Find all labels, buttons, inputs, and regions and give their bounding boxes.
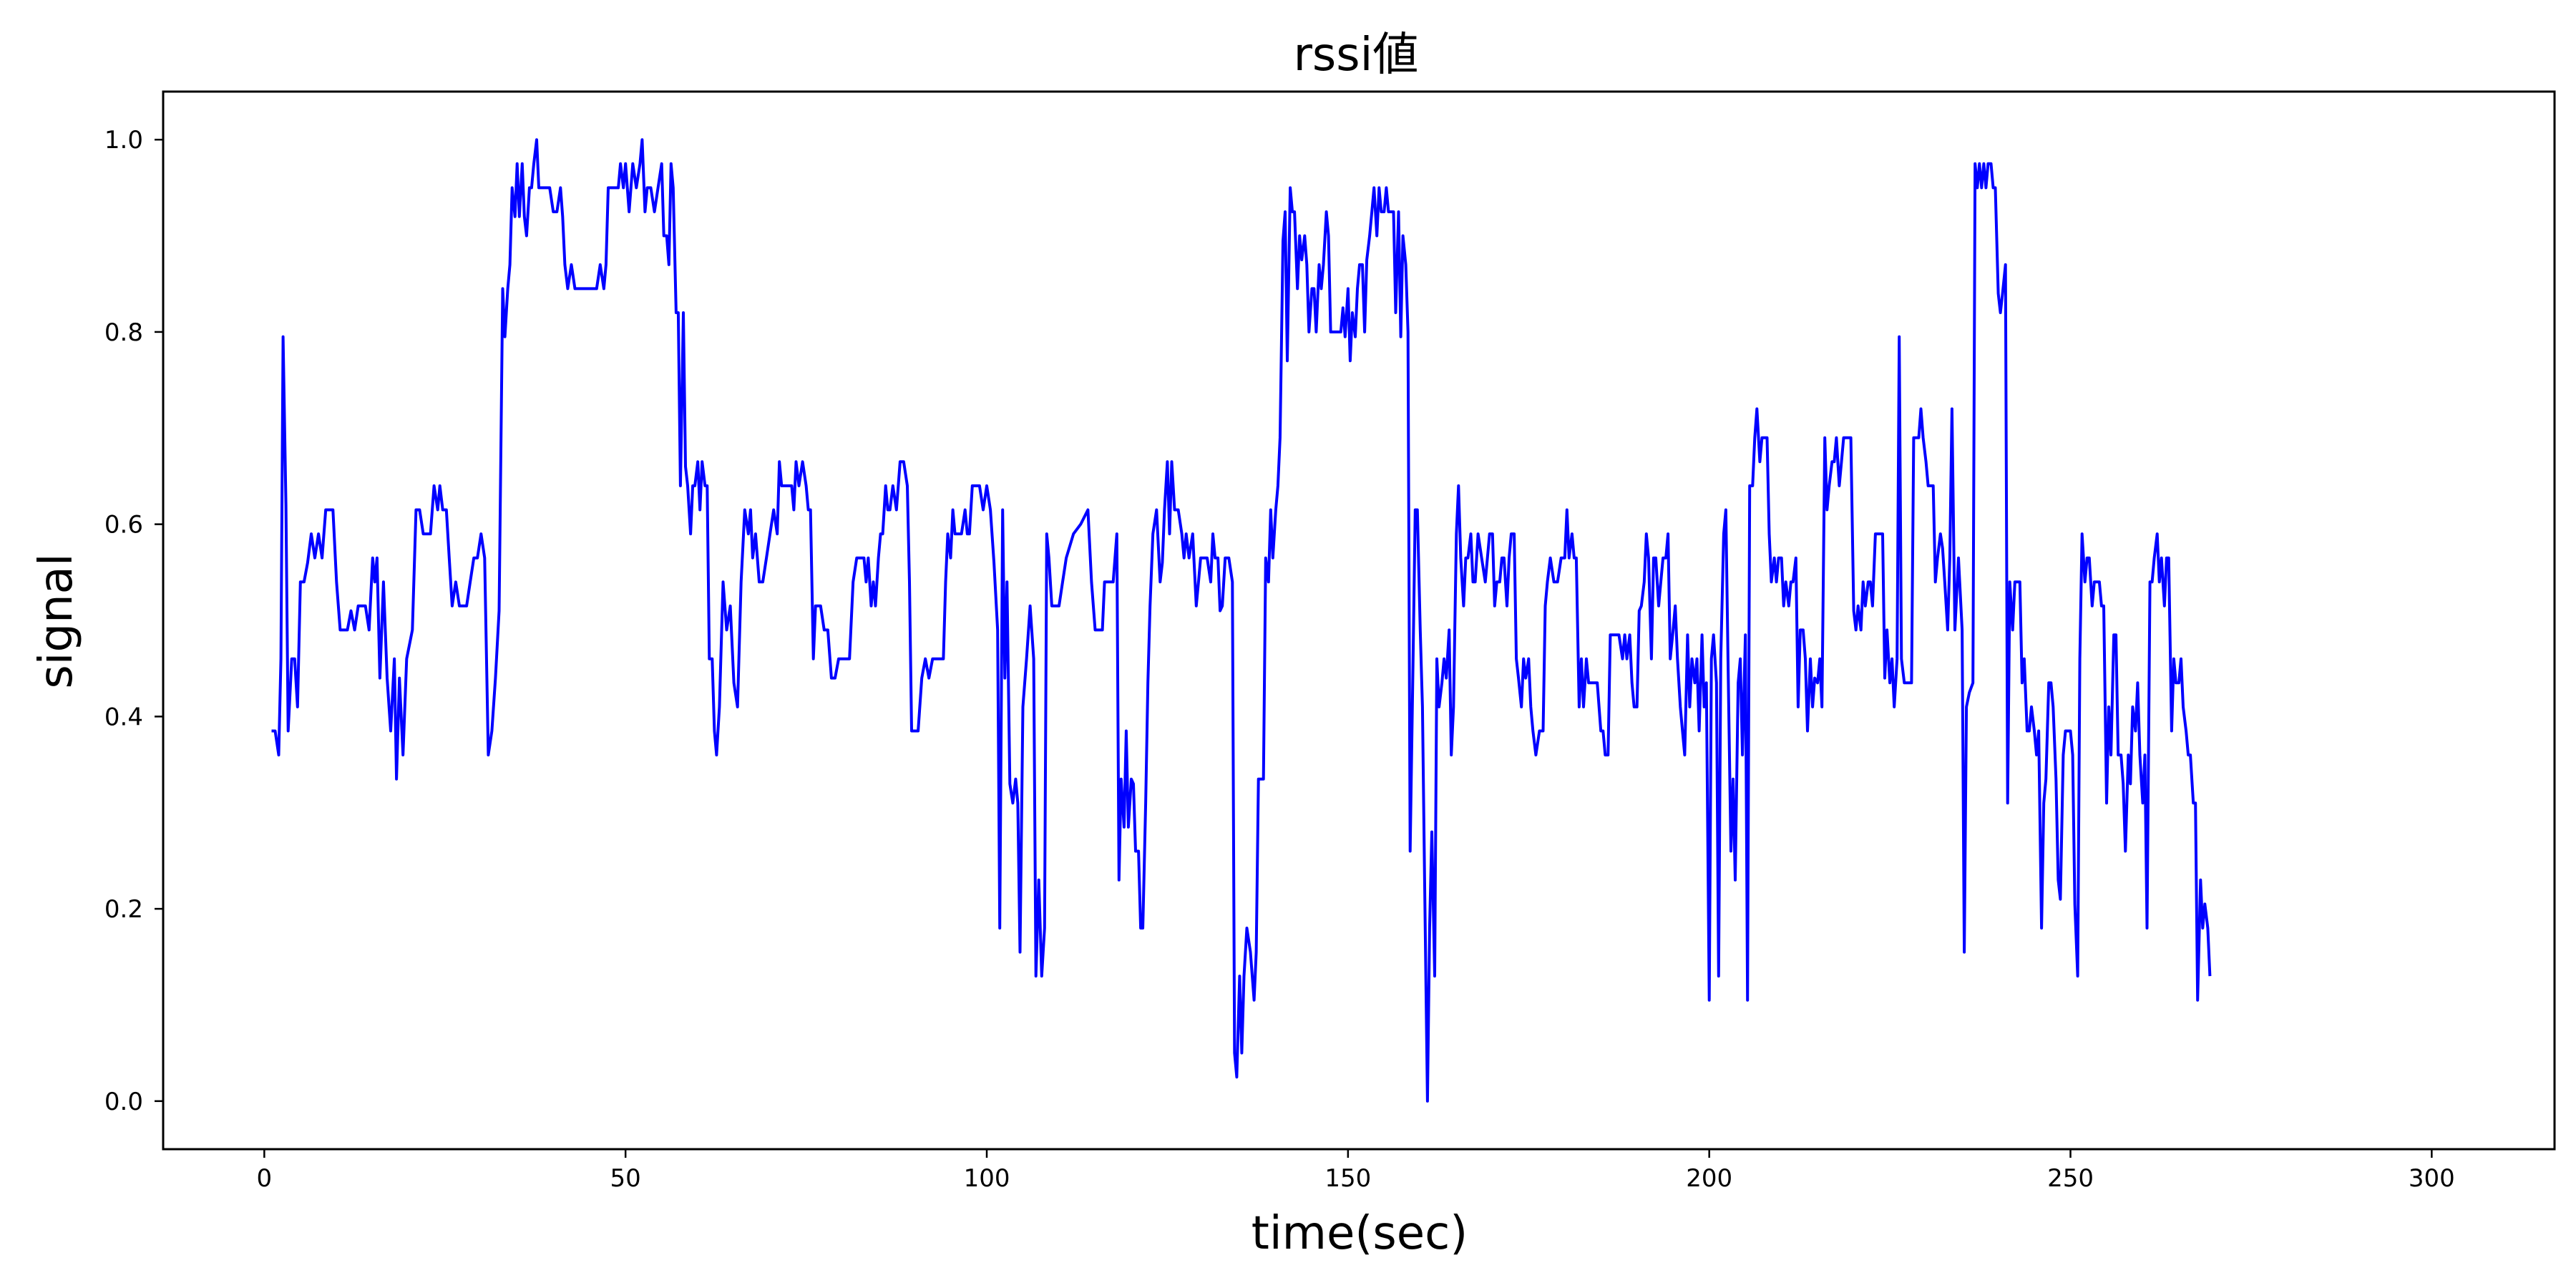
x-axis-label: time(sec) [1252,1207,1468,1260]
x-tick-label: 100 [964,1164,1010,1193]
x-tick-label: 150 [1324,1164,1371,1193]
x-tick-label: 200 [1686,1164,1732,1193]
y-tick-label: 0.6 [104,511,143,540]
series-line [271,138,2212,1103]
y-tick-label: 0.0 [104,1088,143,1116]
series-layer [271,138,2212,1103]
y-tick-label: 0.4 [104,703,143,731]
y-axis: 0.0 0.2 0.4 0.6 0.8 1.0 [104,126,163,1116]
plot-frame [162,90,2556,1151]
x-tick-label: 300 [2409,1164,2455,1193]
y-axis-label: signal [30,553,83,688]
chart-title: rssi値 [1294,29,1419,82]
y-tick-label: 0.8 [104,318,143,347]
y-tick-label: 0.2 [104,895,143,924]
x-tick-label: 250 [2047,1164,2094,1193]
x-tick-label: 50 [610,1164,641,1193]
x-axis: 0 50 100 150 200 250 300 [257,1149,2455,1193]
x-tick-label: 0 [257,1164,273,1193]
y-tick-label: 1.0 [104,126,143,155]
